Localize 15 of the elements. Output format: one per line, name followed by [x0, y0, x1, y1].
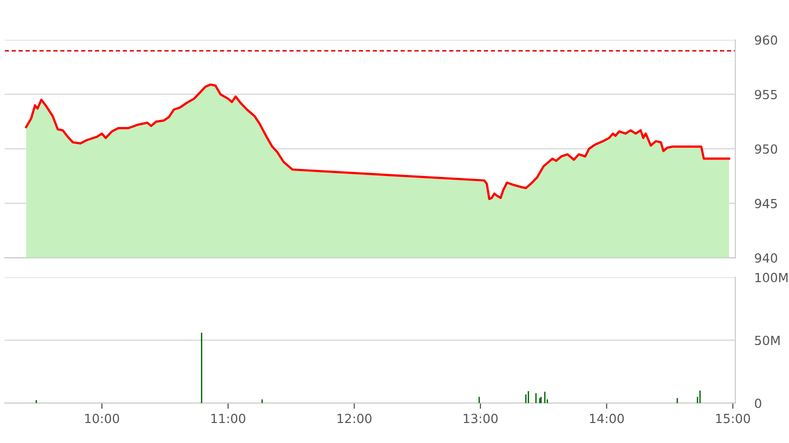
y-tick-label: 0: [754, 398, 762, 408]
y-tick-label: 940: [754, 253, 778, 263]
x-tick-label: 13:00: [464, 414, 498, 424]
x-tick-label: 15:00: [716, 414, 750, 424]
x-tick-label: 12:00: [338, 414, 372, 424]
y-tick-label: 945: [754, 198, 777, 208]
x-tick-label: 11:00: [211, 414, 246, 424]
y-tick-label: 955: [754, 90, 777, 100]
line-series: [25, 83, 730, 200]
y-tick-label: 50M: [755, 336, 780, 346]
y-tick-label: 960: [754, 35, 778, 45]
x-tick-label: 10:00: [85, 414, 120, 424]
y-tick-label: 950: [754, 144, 778, 154]
x-tick-label: 14:00: [590, 414, 624, 424]
y-tick-label: 100M: [755, 272, 788, 282]
